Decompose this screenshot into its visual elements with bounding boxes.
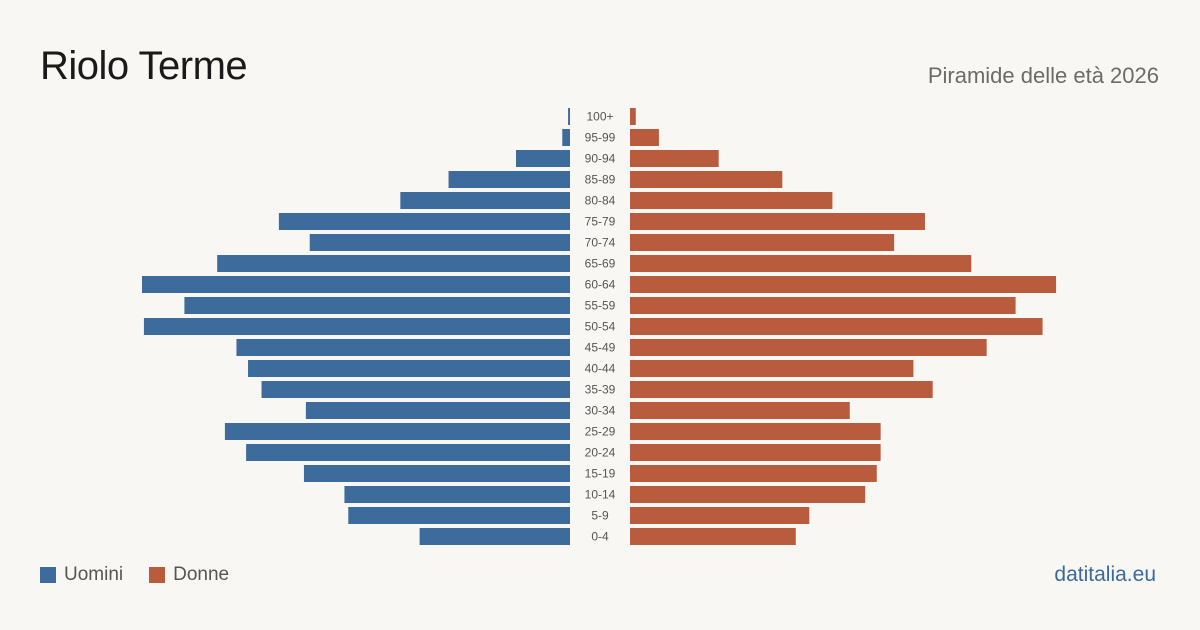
age-label-25-29: 25-29 [585, 425, 616, 439]
bar-men-40-44 [248, 360, 570, 377]
age-label-85-89: 85-89 [585, 173, 616, 187]
chart-subtitle: Piramide delle età 2026 [927, 63, 1159, 88]
age-label-80-84: 80-84 [585, 194, 616, 208]
age-label-65-69: 65-69 [585, 257, 616, 271]
bar-women-55-59 [630, 297, 1016, 314]
age-label-20-24: 20-24 [585, 446, 616, 460]
bar-women-80-84 [630, 192, 833, 209]
age-label-40-44: 40-44 [585, 362, 616, 376]
legend-swatch-women [149, 567, 166, 583]
bar-women-20-24 [630, 444, 881, 461]
bar-men-20-24 [246, 444, 571, 461]
legend-label-women: Donne [173, 564, 230, 585]
bar-women-15-19 [630, 465, 877, 482]
age-label-90-94: 90-94 [585, 152, 616, 166]
age-label-75-79: 75-79 [585, 215, 616, 229]
bar-women-30-34 [630, 402, 850, 419]
age-label-95-99: 95-99 [585, 131, 616, 145]
bar-women-35-39 [630, 381, 933, 398]
age-label-30-34: 30-34 [585, 404, 616, 418]
bar-women-5-9 [630, 507, 810, 524]
bar-men-25-29 [224, 423, 571, 440]
bar-women-10-14 [630, 486, 866, 503]
bar-men-65-69 [217, 255, 570, 272]
age-label-15-19: 15-19 [585, 467, 616, 481]
bar-men-10-14 [344, 486, 570, 503]
bar-men-85-89 [448, 171, 570, 188]
bar-men-45-49 [236, 339, 570, 356]
bar-men-95-99 [562, 129, 570, 146]
bar-women-75-79 [630, 213, 925, 230]
bar-men-30-34 [305, 402, 570, 419]
age-label-60-64: 60-64 [585, 278, 616, 292]
age-label-55-59: 55-59 [585, 299, 616, 313]
legend-item-women: Donne [149, 564, 229, 586]
age-label-45-49: 45-49 [585, 341, 616, 355]
legend-item-men: Uomini [40, 564, 123, 586]
bar-men-35-39 [261, 381, 570, 398]
bar-women-85-89 [630, 171, 783, 188]
bar-women-65-69 [630, 255, 972, 272]
bar-men-60-64 [142, 276, 570, 293]
bar-men-80-84 [400, 192, 570, 209]
age-label-70-74: 70-74 [585, 236, 616, 250]
age-label-35-39: 35-39 [585, 383, 616, 397]
bar-men-15-19 [303, 465, 570, 482]
bar-men-90-94 [516, 150, 570, 167]
bar-women-25-29 [630, 423, 881, 440]
bar-women-60-64 [630, 276, 1057, 293]
bar-men-5-9 [348, 507, 570, 524]
age-label-0-4: 0-4 [591, 530, 609, 544]
bar-women-50-54 [630, 318, 1043, 335]
legend-swatch-men [40, 567, 56, 583]
age-label-10-14: 10-14 [585, 488, 616, 502]
age-label-100+: 100+ [586, 110, 613, 124]
bar-men-100+ [568, 108, 570, 125]
bar-women-90-94 [630, 150, 719, 167]
source-link[interactable]: datitalia.eu [1054, 563, 1156, 586]
page-title: Riolo Terme [40, 44, 248, 88]
legend-label-men: Uomini [64, 564, 124, 585]
age-label-5-9: 5-9 [591, 509, 609, 523]
chart-legend: Uomini Donne [40, 564, 255, 586]
bar-men-0-4 [419, 528, 570, 545]
bar-men-75-79 [278, 213, 570, 230]
bar-women-45-49 [630, 339, 987, 356]
bar-women-95-99 [630, 129, 659, 146]
bar-women-0-4 [630, 528, 796, 545]
bar-women-70-74 [630, 234, 895, 251]
bar-men-50-54 [143, 318, 571, 335]
age-label-50-54: 50-54 [585, 320, 616, 334]
bar-women-40-44 [630, 360, 914, 377]
bar-men-55-59 [184, 297, 570, 314]
bar-women-100+ [630, 108, 636, 125]
bar-men-70-74 [309, 234, 570, 251]
